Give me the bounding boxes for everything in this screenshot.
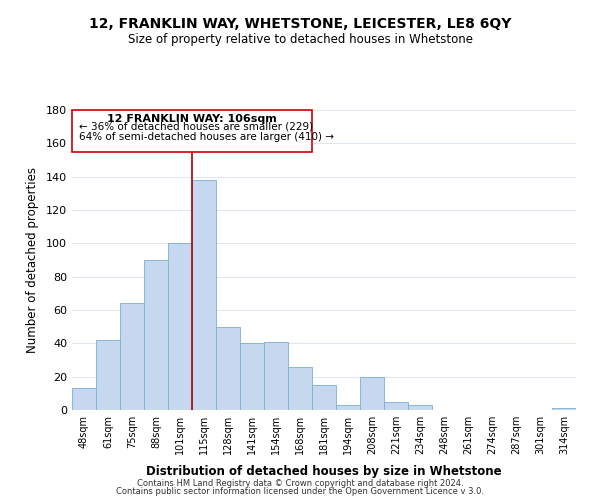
Bar (312, 385, 336, 410)
Y-axis label: Number of detached properties: Number of detached properties (26, 167, 39, 353)
Bar (192, 180, 216, 410)
Bar (168, 244, 192, 410)
Bar (552, 408, 576, 410)
Text: ← 36% of detached houses are smaller (229): ← 36% of detached houses are smaller (22… (79, 122, 313, 132)
X-axis label: Distribution of detached houses by size in Whetstone: Distribution of detached houses by size … (146, 466, 502, 478)
Text: Contains public sector information licensed under the Open Government Licence v : Contains public sector information licen… (116, 487, 484, 496)
Bar (336, 405, 360, 410)
Bar (408, 405, 432, 410)
Bar (288, 366, 312, 410)
Text: 12 FRANKLIN WAY: 106sqm: 12 FRANKLIN WAY: 106sqm (107, 114, 277, 124)
Bar (384, 402, 408, 410)
Bar (240, 344, 264, 410)
Bar (96, 340, 120, 410)
Bar (72, 110, 312, 152)
Text: 64% of semi-detached houses are larger (410) →: 64% of semi-detached houses are larger (… (79, 132, 334, 141)
Text: Contains HM Land Registry data © Crown copyright and database right 2024.: Contains HM Land Registry data © Crown c… (137, 478, 463, 488)
Bar (216, 326, 240, 410)
Text: 12, FRANKLIN WAY, WHETSTONE, LEICESTER, LE8 6QY: 12, FRANKLIN WAY, WHETSTONE, LEICESTER, … (89, 18, 511, 32)
Text: Size of property relative to detached houses in Whetstone: Size of property relative to detached ho… (128, 32, 473, 46)
Bar (144, 260, 168, 410)
Bar (360, 376, 384, 410)
Bar (120, 304, 144, 410)
Bar (72, 388, 96, 410)
Bar (264, 342, 288, 410)
